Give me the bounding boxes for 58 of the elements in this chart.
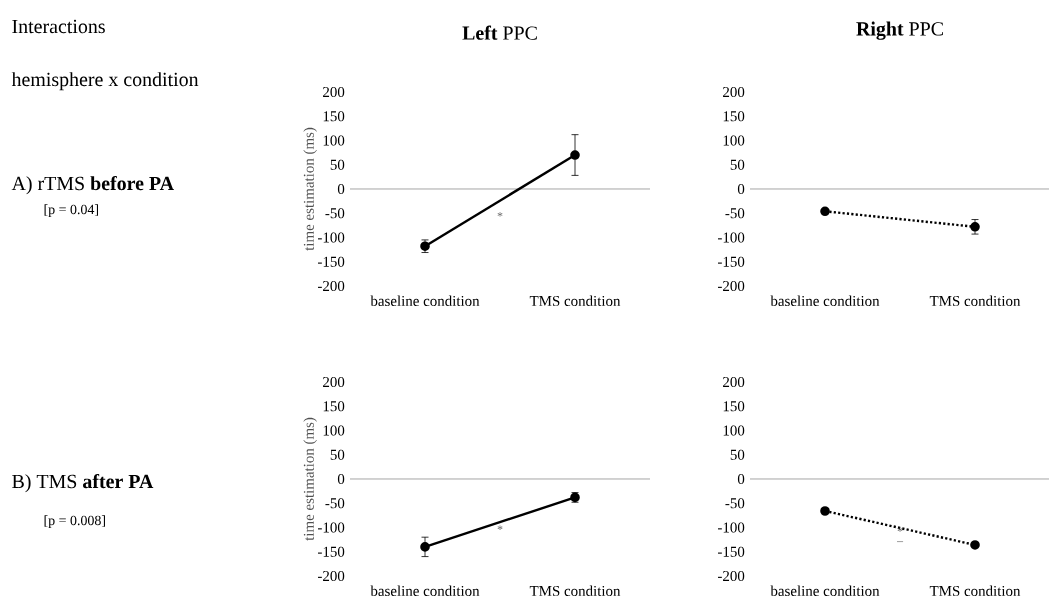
y-tick-label: -100: [317, 522, 345, 533]
y-tick-label: 0: [337, 473, 345, 485]
x-tick-label: baseline condition: [770, 585, 880, 597]
y-tick-label: 50: [730, 449, 745, 460]
y-tick-label: -50: [725, 208, 745, 219]
y-tick-label: 200: [723, 86, 745, 98]
chart-title: Left PPC: [462, 25, 537, 40]
chart-title: Right PPC: [856, 21, 943, 40]
y-tick-label: 200: [323, 86, 345, 98]
annotation: *: [497, 525, 503, 530]
y-tick-label: 50: [730, 159, 745, 170]
y-tick-label: 150: [723, 401, 745, 412]
y-tick-label: -200: [717, 280, 745, 292]
y-tick-label: 0: [737, 473, 745, 485]
y-tick-label: -150: [317, 546, 345, 557]
y-tick-label: 150: [323, 111, 345, 122]
text: [p = 0.04]: [44, 204, 99, 217]
text: [p = 0.008]: [44, 515, 105, 528]
text: Interactions: [12, 19, 105, 34]
annotation: *: [497, 212, 503, 217]
y-tick-label: -200: [317, 570, 345, 582]
y-tick-label: -200: [717, 570, 745, 582]
y-tick-label: -50: [325, 498, 345, 509]
x-tick-label: TMS condition: [529, 295, 621, 307]
y-tick-label: 0: [337, 183, 345, 195]
y-axis-title: time estimation (ms): [303, 417, 317, 541]
x-tick-label: baseline condition: [370, 295, 480, 307]
x-tick-label: TMS condition: [529, 585, 621, 597]
y-tick-label: -150: [317, 256, 345, 267]
y-tick-label: -100: [717, 232, 745, 243]
x-tick-label: TMS condition: [929, 295, 1021, 307]
y-tick-label: -100: [317, 232, 345, 243]
text: hemisphere x condition: [11, 72, 199, 91]
y-tick-label: -100: [717, 522, 745, 533]
y-tick-label: 0: [737, 183, 745, 195]
y-tick-label: 50: [330, 449, 345, 460]
y-tick-label: 150: [323, 401, 345, 412]
y-tick-label: 100: [723, 135, 745, 146]
y-tick-label: -150: [717, 546, 745, 557]
x-tick-label: baseline condition: [370, 585, 480, 597]
annotation: *: [897, 527, 903, 532]
y-tick-label: 200: [723, 376, 745, 388]
y-tick-label: 100: [723, 425, 745, 436]
y-tick-label: -150: [717, 256, 745, 267]
x-tick-label: baseline condition: [770, 295, 880, 307]
y-tick-label: -50: [325, 208, 345, 219]
y-tick-label: -200: [317, 280, 345, 292]
y-tick-label: 100: [323, 135, 345, 146]
y-tick-label: 150: [723, 111, 745, 122]
annotation: –: [896, 541, 904, 543]
x-tick-label: TMS condition: [929, 585, 1021, 597]
y-tick-label: 100: [323, 425, 345, 436]
y-tick-label: 200: [323, 376, 345, 388]
text: B) TMS after PA: [12, 473, 154, 493]
y-axis-title: time estimation (ms): [303, 127, 317, 251]
text: A) rTMS before PA: [11, 175, 174, 195]
y-tick-label: -50: [725, 498, 745, 509]
y-tick-label: 50: [330, 159, 345, 170]
